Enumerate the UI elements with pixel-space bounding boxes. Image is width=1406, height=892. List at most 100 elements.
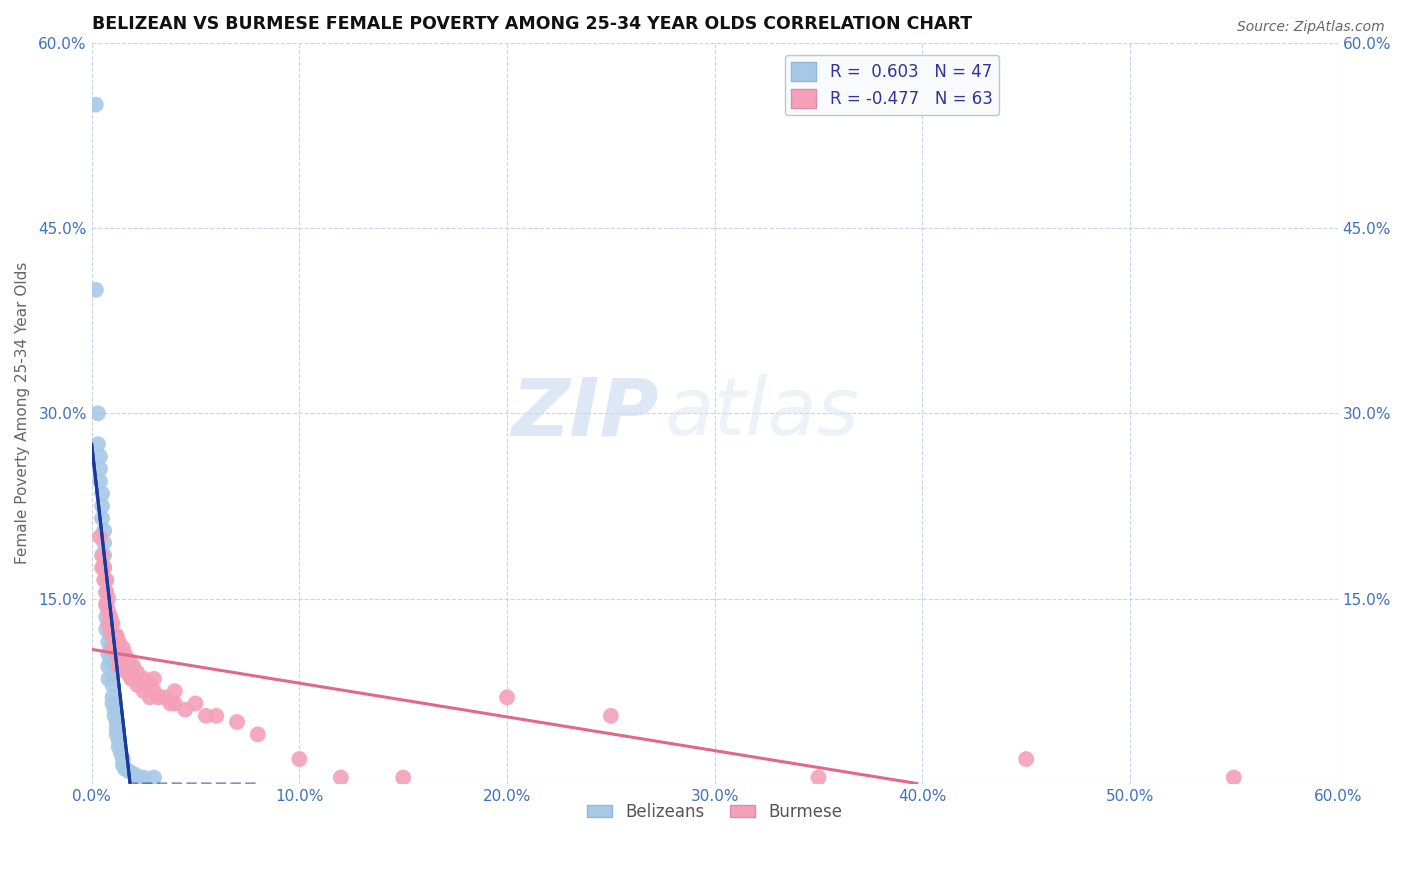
Point: [101, 690, 124, 705]
Point: [97, 634, 120, 648]
Point: [122, 659, 145, 673]
Point: [174, 703, 197, 717]
Point: [110, 647, 132, 661]
Point: [111, 653, 134, 667]
Y-axis label: Female Poverty Among 25-34 Year Olds: Female Poverty Among 25-34 Year Olds: [15, 262, 30, 565]
Text: Source: ZipAtlas.com: Source: ZipAtlas.com: [1237, 20, 1385, 34]
Point: [100, 640, 122, 655]
Point: [97, 647, 120, 661]
Point: [96, 573, 118, 587]
Point: [91, 511, 114, 525]
Point: [105, 714, 128, 729]
Point: [96, 585, 118, 599]
Point: [101, 678, 124, 692]
Point: [97, 659, 120, 673]
Point: [807, 771, 830, 785]
Point: [118, 764, 141, 779]
Point: [87, 406, 110, 420]
Legend: Belizeans, Burmese: Belizeans, Burmese: [581, 796, 849, 827]
Point: [163, 697, 186, 711]
Text: BELIZEAN VS BURMESE FEMALE POVERTY AMONG 25-34 YEAR OLDS CORRELATION CHART: BELIZEAN VS BURMESE FEMALE POVERTY AMONG…: [91, 15, 972, 33]
Point: [114, 762, 136, 776]
Point: [100, 623, 122, 637]
Point: [127, 678, 149, 692]
Point: [97, 616, 120, 631]
Point: [89, 530, 111, 544]
Point: [139, 678, 162, 692]
Point: [93, 536, 115, 550]
Point: [97, 591, 120, 606]
Point: [96, 585, 118, 599]
Point: [96, 598, 118, 612]
Point: [96, 610, 118, 624]
Point: [100, 653, 122, 667]
Point: [89, 462, 111, 476]
Point: [226, 714, 249, 729]
Point: [163, 684, 186, 698]
Point: [89, 474, 111, 488]
Point: [89, 450, 111, 464]
Point: [91, 499, 114, 513]
Point: [100, 610, 122, 624]
Point: [84, 283, 107, 297]
Point: [100, 629, 122, 643]
Point: [118, 653, 141, 667]
Point: [143, 672, 166, 686]
Point: [111, 758, 134, 772]
Point: [143, 684, 166, 698]
Point: [101, 665, 124, 680]
Point: [107, 659, 129, 673]
Point: [1015, 752, 1038, 766]
Point: [87, 437, 110, 451]
Point: [93, 560, 115, 574]
Point: [111, 640, 134, 655]
Point: [93, 524, 115, 538]
Point: [329, 771, 352, 785]
Point: [127, 665, 149, 680]
Point: [101, 629, 124, 643]
Point: [110, 659, 132, 673]
Point: [205, 708, 228, 723]
Point: [105, 629, 128, 643]
Point: [91, 549, 114, 563]
Point: [127, 769, 149, 783]
Text: ZIP: ZIP: [512, 375, 658, 452]
Point: [96, 598, 118, 612]
Point: [101, 640, 124, 655]
Point: [132, 672, 155, 686]
Point: [107, 634, 129, 648]
Point: [107, 647, 129, 661]
Point: [114, 647, 136, 661]
Point: [246, 727, 269, 741]
Point: [122, 767, 145, 781]
Point: [96, 573, 118, 587]
Point: [101, 616, 124, 631]
Point: [105, 721, 128, 735]
Point: [184, 697, 207, 711]
Point: [110, 746, 132, 760]
Point: [93, 560, 115, 574]
Point: [599, 708, 621, 723]
Point: [288, 752, 311, 766]
Point: [118, 665, 141, 680]
Point: [97, 672, 120, 686]
Point: [159, 697, 181, 711]
Point: [103, 708, 125, 723]
Point: [93, 549, 115, 563]
Point: [100, 616, 122, 631]
Point: [122, 672, 145, 686]
Point: [111, 752, 134, 766]
Point: [93, 573, 115, 587]
Point: [97, 604, 120, 618]
Point: [496, 690, 519, 705]
Point: [91, 560, 114, 574]
Point: [101, 697, 124, 711]
Point: [139, 690, 162, 705]
Point: [105, 727, 128, 741]
Text: atlas: atlas: [665, 375, 859, 452]
Point: [103, 640, 125, 655]
Point: [1223, 771, 1246, 785]
Point: [103, 703, 125, 717]
Point: [105, 647, 128, 661]
Point: [107, 733, 129, 747]
